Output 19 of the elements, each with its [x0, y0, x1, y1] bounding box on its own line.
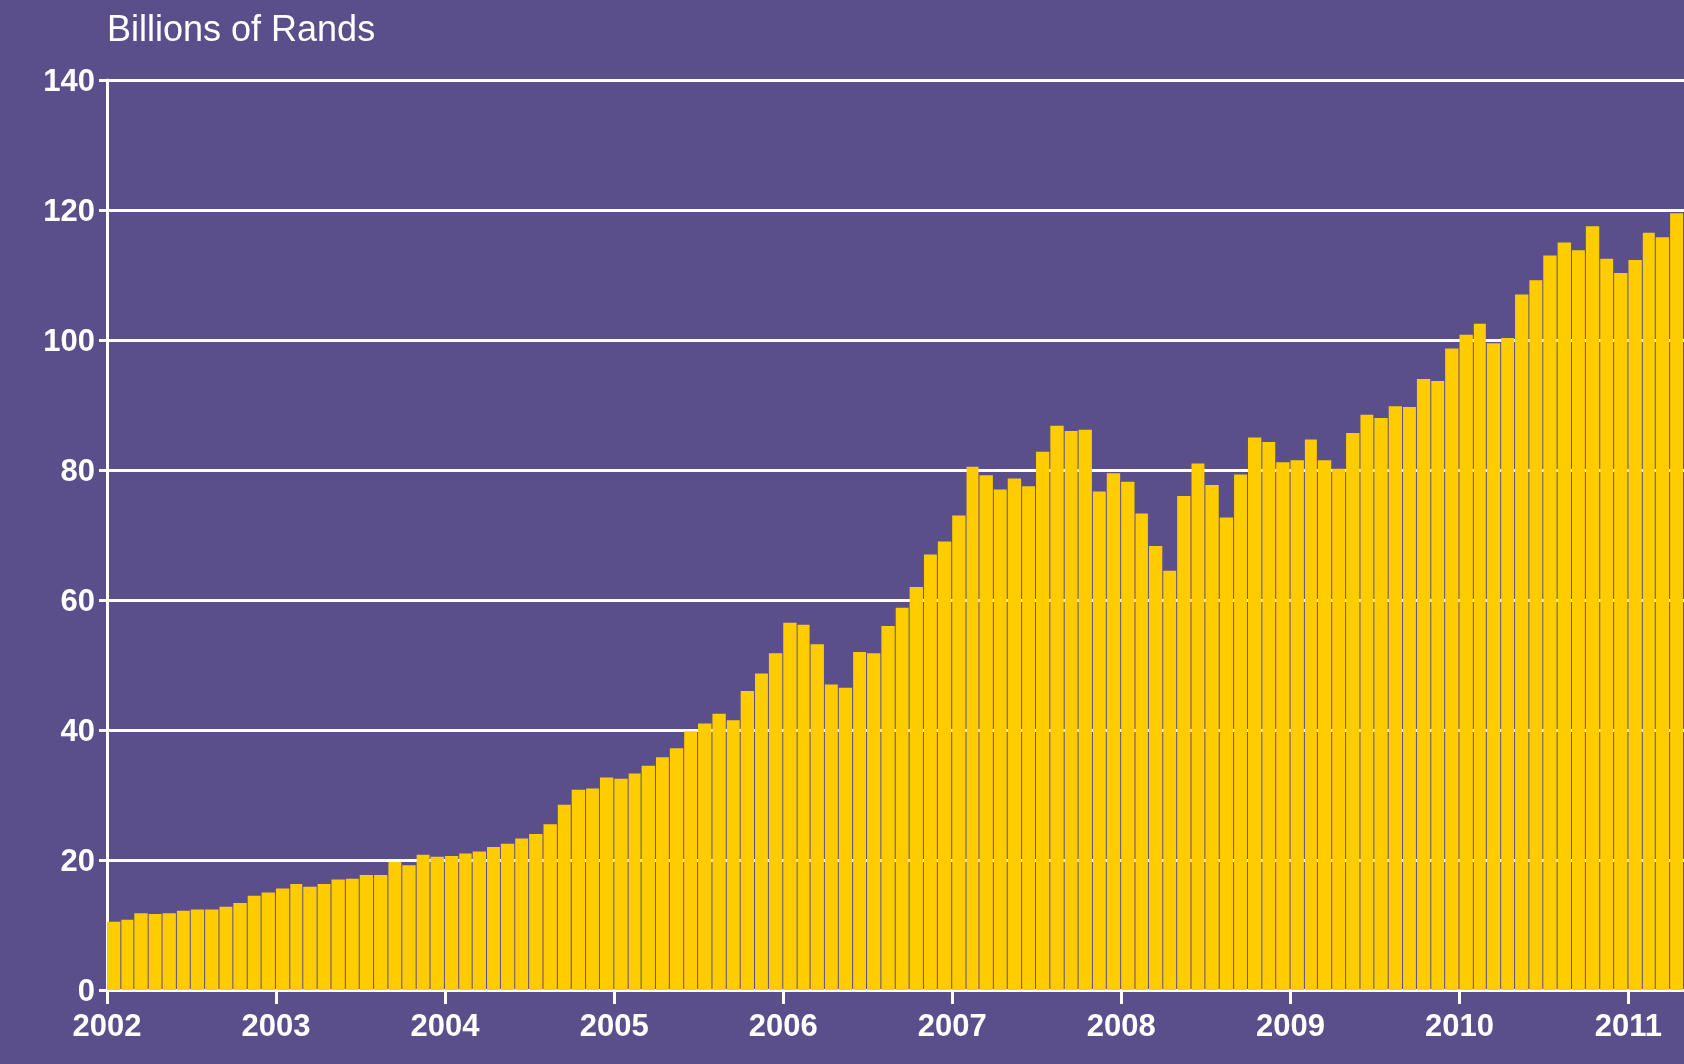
y-axis-title: Billions of Rands	[107, 7, 376, 49]
x-tick-label: 2002	[72, 1008, 142, 1043]
y-tick-label: 0	[77, 972, 95, 1008]
x-tick-label: 2011	[1594, 1008, 1663, 1043]
x-tick-label: 2004	[410, 1008, 481, 1043]
x-tick-label: 2008	[1086, 1008, 1156, 1043]
x-tick-label: 2010	[1425, 1008, 1494, 1043]
x-tick-label: 2005	[579, 1008, 649, 1043]
y-tick-label: 40	[60, 712, 95, 748]
y-tick-label: 80	[60, 452, 95, 488]
y-tick-label: 100	[43, 322, 95, 358]
x-tick-label: 2003	[241, 1008, 311, 1043]
y-tick-label: 140	[43, 62, 95, 98]
x-tick-label: 2007	[917, 1008, 987, 1043]
x-tick-label: 2009	[1256, 1008, 1326, 1043]
y-tick-label: 20	[60, 842, 95, 878]
y-tick-label: 120	[43, 192, 95, 228]
y-tick-label: 60	[60, 582, 95, 618]
x-tick-label: 2006	[748, 1008, 818, 1043]
